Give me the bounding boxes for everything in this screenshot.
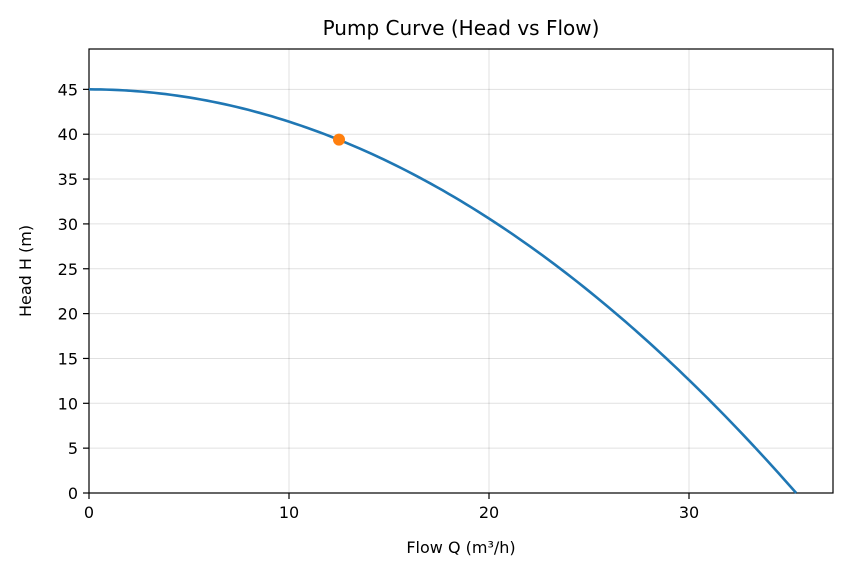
y-tick-label: 30 xyxy=(58,215,78,234)
plot-area-frame xyxy=(88,48,834,494)
y-tick-label: 25 xyxy=(58,260,78,279)
y-tick-label: 40 xyxy=(58,125,78,144)
chart-title: Pump Curve (Head vs Flow) xyxy=(323,16,600,40)
y-tick-label: 15 xyxy=(58,349,78,368)
pump-curve-line xyxy=(88,88,798,494)
x-tick-label: 30 xyxy=(679,503,699,522)
y-tick-label: 35 xyxy=(58,170,78,189)
y-tick-label: 10 xyxy=(58,394,78,413)
x-axis-ticks: 0 10 20 30 xyxy=(84,493,699,522)
x-tick-label: 10 xyxy=(279,503,299,522)
grid-lines xyxy=(88,49,833,494)
y-tick-label: 5 xyxy=(68,439,78,458)
y-axis-ticks: 0 5 10 15 20 25 30 35 40 45 xyxy=(58,80,89,503)
operating-point-marker xyxy=(333,133,345,146)
series-layer xyxy=(88,88,798,494)
x-axis-label: Flow Q (m³/h) xyxy=(406,538,515,557)
y-tick-label: 45 xyxy=(58,80,78,99)
x-tick-label: 20 xyxy=(479,503,499,522)
y-tick-label: 0 xyxy=(68,484,78,503)
x-tick-label: 0 xyxy=(84,503,94,522)
y-tick-label: 20 xyxy=(58,305,78,324)
y-axis-label: Head H (m) xyxy=(16,225,35,317)
